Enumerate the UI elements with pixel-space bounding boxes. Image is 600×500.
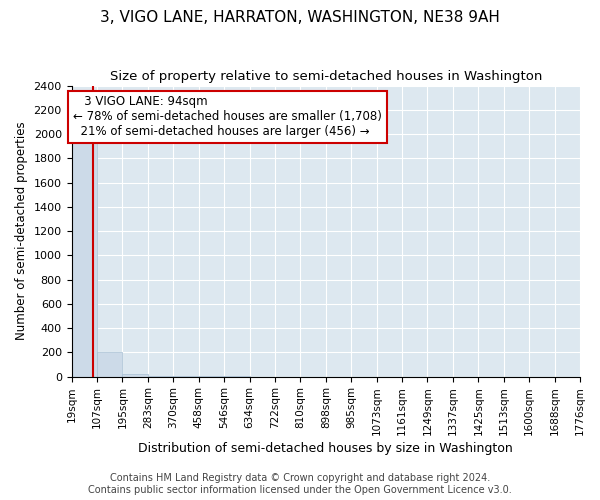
Bar bbox=[71, 134, 97, 376]
Text: Contains HM Land Registry data © Crown copyright and database right 2024.
Contai: Contains HM Land Registry data © Crown c… bbox=[88, 474, 512, 495]
X-axis label: Distribution of semi-detached houses by size in Washington: Distribution of semi-detached houses by … bbox=[139, 442, 513, 455]
Text: 3 VIGO LANE: 94sqm
← 78% of semi-detached houses are smaller (1,708)
  21% of se: 3 VIGO LANE: 94sqm ← 78% of semi-detache… bbox=[73, 96, 382, 138]
Bar bbox=[122, 374, 148, 376]
Text: 3, VIGO LANE, HARRATON, WASHINGTON, NE38 9AH: 3, VIGO LANE, HARRATON, WASHINGTON, NE38… bbox=[100, 10, 500, 25]
Bar bbox=[97, 352, 122, 376]
Y-axis label: Number of semi-detached properties: Number of semi-detached properties bbox=[15, 122, 28, 340]
Title: Size of property relative to semi-detached houses in Washington: Size of property relative to semi-detach… bbox=[110, 70, 542, 83]
